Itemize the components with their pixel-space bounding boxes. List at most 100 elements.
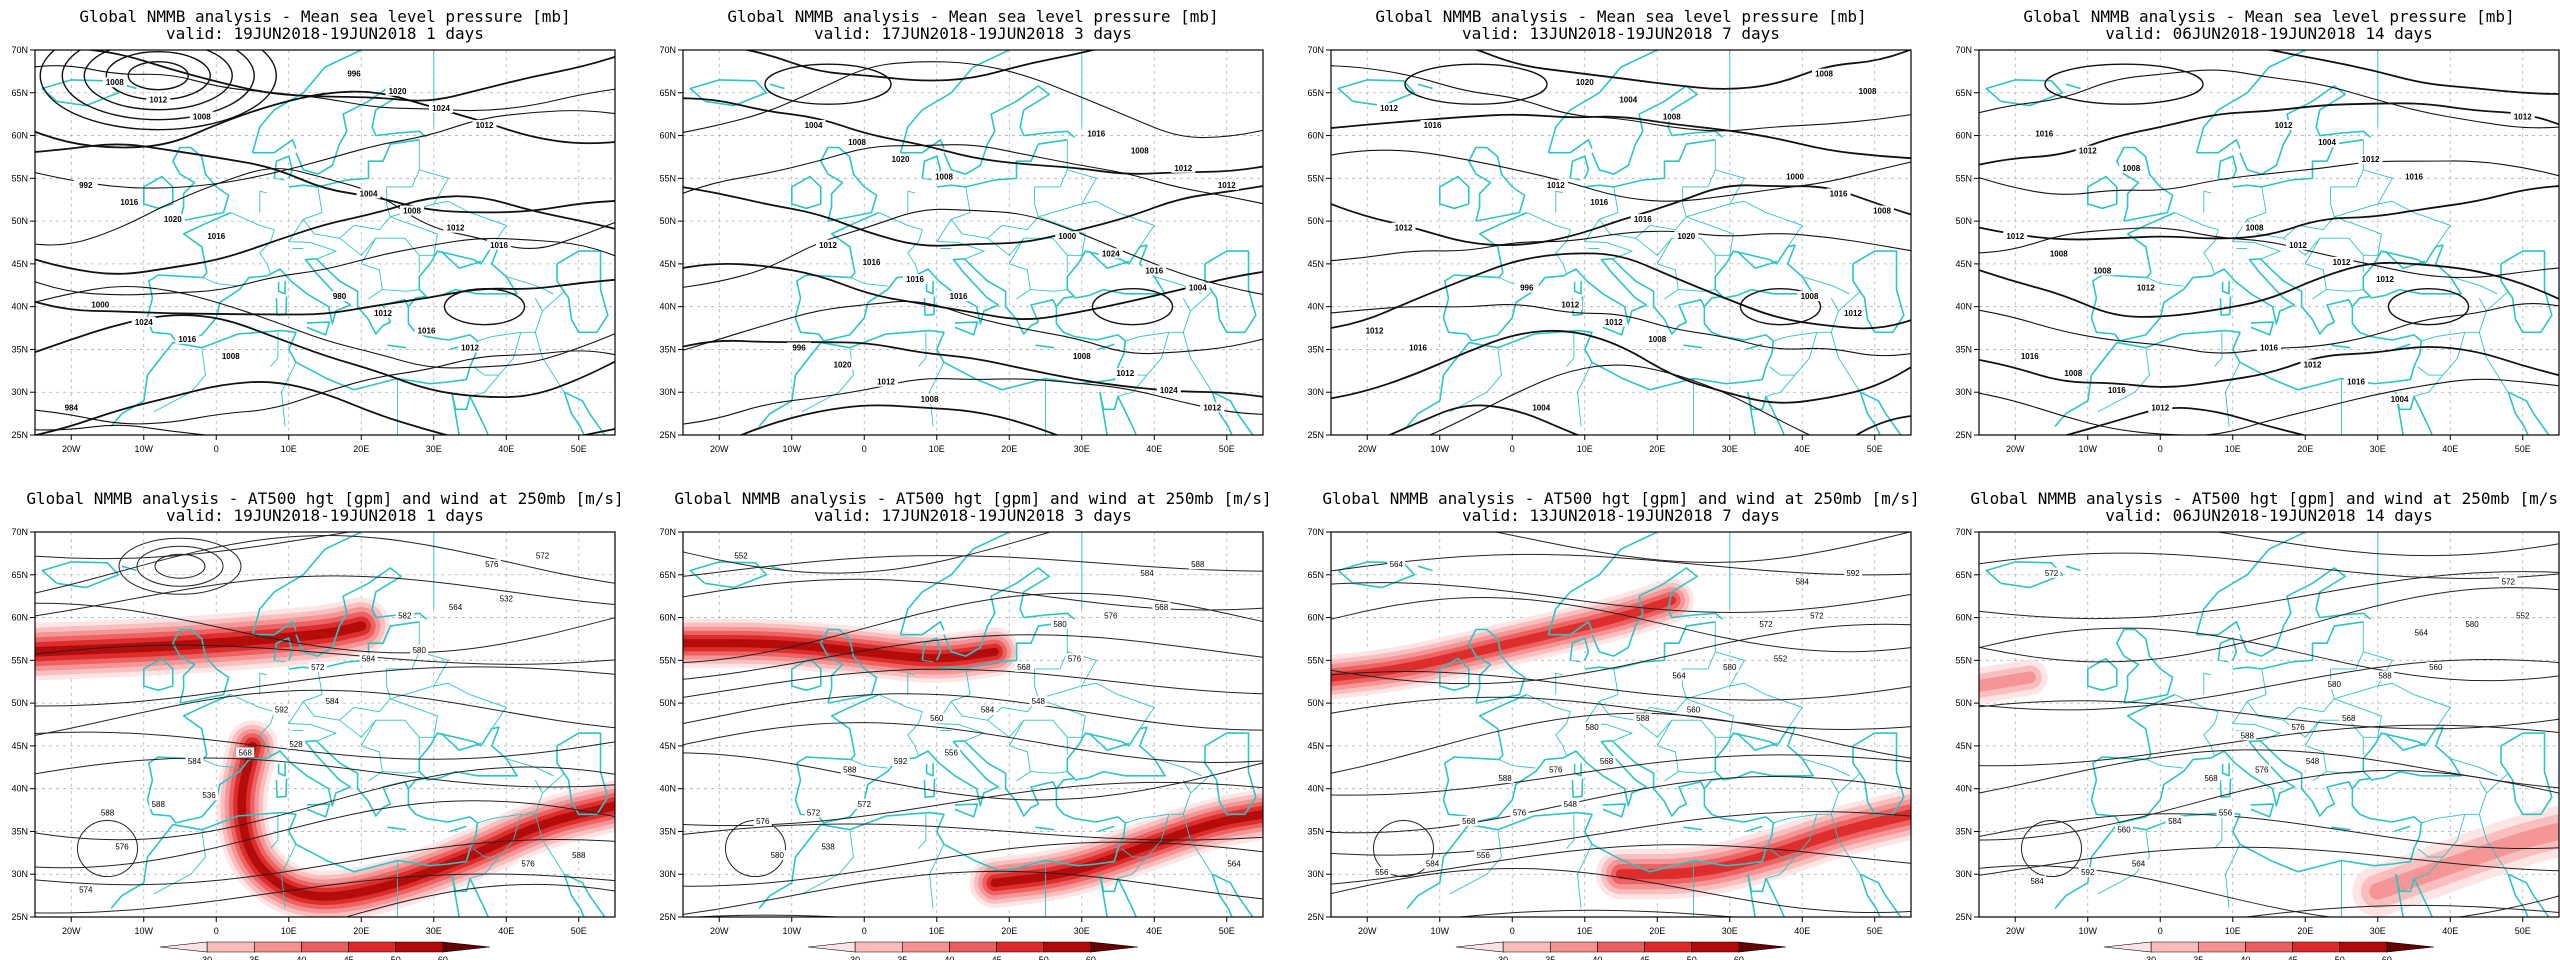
lat-tick-label: 40N	[1955, 784, 1972, 794]
lat-tick-label: 60N	[659, 131, 676, 141]
height-label: 580	[1053, 620, 1067, 629]
country-border	[1802, 758, 1850, 777]
isobar-line	[35, 143, 615, 214]
coastline	[1852, 250, 1905, 334]
country-border	[2478, 814, 2509, 875]
height-contour	[1331, 754, 1911, 796]
country-border	[1034, 169, 1068, 188]
country-border	[878, 694, 923, 757]
isobar-label: 1012	[819, 241, 837, 250]
country-border	[390, 698, 438, 738]
height-label: 584	[1140, 569, 1154, 578]
isobar-label: 1012	[2275, 121, 2293, 130]
colorbar-tick-label: 45	[344, 955, 354, 960]
coastline	[758, 306, 1127, 427]
height-contours	[683, 532, 1263, 917]
isobar-label: 1012	[1547, 181, 1565, 190]
lon-tick-label: 50E	[1219, 444, 1235, 454]
label-bg	[2300, 359, 2325, 370]
lat-tick-label: 30N	[11, 387, 28, 397]
country-border	[2283, 719, 2364, 755]
coastline	[2195, 50, 2378, 153]
coastline	[556, 732, 609, 816]
colorbar-tick-label: 60	[438, 955, 448, 960]
label-bg	[1098, 248, 1123, 259]
country-border	[1182, 332, 1213, 393]
isobar-line	[35, 381, 615, 435]
colorbar-swatch	[854, 941, 903, 953]
label-bg	[1188, 559, 1207, 570]
label-bg	[1670, 670, 1688, 681]
isobar-line	[1979, 261, 2559, 318]
label-bg	[2286, 239, 2310, 250]
low-pressure-contour	[764, 63, 892, 105]
isobar-label: 996	[347, 70, 361, 79]
coastline	[35, 532, 40, 533]
height-label: 580	[771, 851, 785, 860]
coastline	[925, 281, 934, 295]
lon-tick-label: 10E	[2225, 926, 2241, 936]
map-border	[682, 531, 1264, 918]
height-contour	[683, 870, 1263, 915]
coastline	[794, 211, 1166, 342]
label-bg	[2358, 154, 2383, 165]
lat-tick-label: 45N	[1307, 259, 1324, 269]
coastline	[2195, 532, 2378, 635]
coastline	[1683, 826, 1703, 831]
colorbar-tick-label: 60	[2382, 955, 2392, 960]
height-label: 576	[1104, 612, 1118, 621]
colorbar-swatch	[1597, 941, 1645, 953]
label-bg	[2046, 248, 2071, 259]
coastline	[923, 778, 936, 799]
lat-tick-label: 30N	[1955, 869, 1972, 879]
panel-valid-date: valid: 19JUN2018-19JUN2018 1 days	[166, 24, 484, 43]
isobar-line	[35, 110, 615, 189]
panel-title: Global NMMB analysis - Mean sea level pr…	[2023, 7, 2514, 26]
lat-tick-label: 40N	[1955, 302, 1972, 312]
coastline	[2065, 83, 2081, 90]
map-panel: 1008 1012 1016 1012 1012 1016 1012 1016 1012 1008…	[1955, 45, 2560, 454]
country-border	[2334, 682, 2451, 730]
lon-tick-label: 30E	[1722, 926, 1738, 936]
height-label: 580	[2328, 680, 2342, 689]
label-bg	[1659, 111, 1684, 122]
coastline	[1747, 874, 1757, 917]
panel-title: Global NMMB analysis - AT500 hgt [gpm] a…	[1970, 489, 2560, 508]
low-pressure-contour	[1091, 287, 1174, 326]
label-bg	[1051, 619, 1069, 630]
country-border	[1830, 814, 1861, 875]
label-bg	[804, 807, 823, 818]
label-bg	[1633, 713, 1652, 724]
height-label: 588	[1636, 714, 1650, 723]
country-border	[203, 277, 240, 287]
coastline	[819, 628, 878, 704]
lon-tick-label: 50E	[1219, 926, 1235, 936]
label-bg	[2339, 713, 2358, 724]
lon-tick-label: 30E	[2370, 926, 2386, 936]
coastline	[790, 657, 822, 692]
country-border	[2334, 200, 2451, 248]
map-panel: 996 1000 1004 1008 1012 1016 1020 1024 1008 1012 1…	[659, 45, 1264, 454]
label-bg	[1496, 773, 1514, 784]
label-bg	[2119, 162, 2144, 173]
colorbar-swatch	[1691, 941, 1740, 953]
colorbar-tick-label: 40	[2240, 955, 2250, 960]
coastline	[2507, 391, 2550, 435]
country-border	[390, 682, 507, 730]
country-border	[1154, 758, 1202, 777]
coastline	[1683, 344, 1703, 349]
isobar-line	[35, 65, 615, 112]
label-bg	[218, 351, 243, 361]
coastline	[2087, 657, 2118, 692]
label-bg	[1841, 308, 1865, 319]
height-label: 548	[1032, 697, 1046, 706]
country-border	[1678, 771, 1716, 774]
coastline	[1859, 873, 1902, 917]
coastline	[1406, 306, 1775, 427]
lon-tick-label: 50E	[1867, 444, 1883, 454]
isobar-label: 1004	[360, 189, 378, 198]
isobar-line	[1979, 185, 2559, 241]
map-border	[1978, 49, 2560, 436]
isobar-label: 1012	[877, 378, 895, 387]
colorbar-tick-label: 35	[897, 955, 907, 960]
